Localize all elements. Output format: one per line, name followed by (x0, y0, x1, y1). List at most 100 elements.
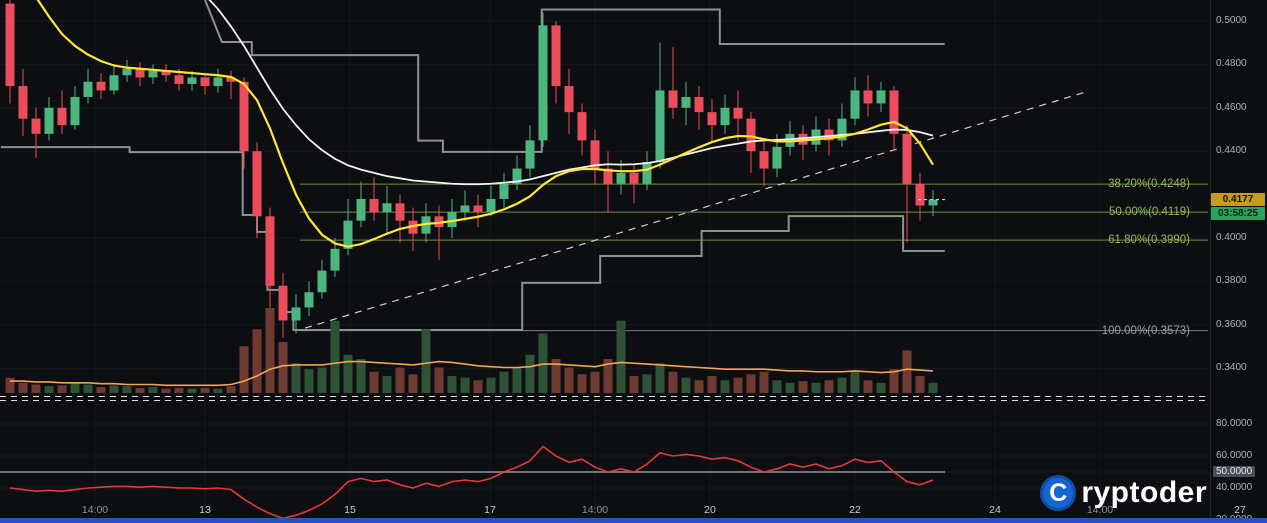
candle-body[interactable] (889, 90, 899, 134)
volume-bar[interactable] (148, 387, 158, 393)
candle-body[interactable] (486, 198, 496, 212)
volume-bar[interactable] (31, 384, 41, 394)
volume-bar[interactable] (18, 382, 28, 393)
volume-bar[interactable] (512, 367, 522, 394)
volume-bar[interactable] (538, 333, 548, 394)
candle-body[interactable] (551, 25, 561, 87)
volume-bar[interactable] (759, 371, 769, 393)
volume-bar[interactable] (603, 359, 613, 393)
candle-body[interactable] (44, 107, 54, 134)
candle-body[interactable] (499, 183, 509, 199)
volume-bar[interactable] (122, 386, 132, 393)
candle-body[interactable] (616, 172, 626, 184)
candle-body[interactable] (850, 90, 860, 119)
volume-bar[interactable] (668, 371, 678, 393)
volume-bar[interactable] (798, 381, 808, 393)
rsi-line[interactable] (9, 445, 934, 520)
candle-body[interactable] (668, 90, 678, 108)
volume-bar[interactable] (720, 380, 730, 393)
candle-body[interactable] (187, 77, 197, 84)
candle-body[interactable] (772, 146, 782, 169)
candle-body[interactable] (174, 75, 184, 84)
volume-bar[interactable] (343, 354, 353, 393)
volume-bar[interactable] (291, 363, 301, 393)
channel-lower-line[interactable] (0, 146, 945, 332)
candle-body[interactable] (369, 198, 379, 212)
volume-bar[interactable] (525, 354, 535, 393)
volume-bar[interactable] (96, 387, 106, 393)
volume-bar[interactable] (447, 376, 457, 393)
channel-upper-line[interactable] (203, 0, 945, 153)
volume-bar[interactable] (252, 329, 262, 393)
candle-body[interactable] (265, 216, 275, 286)
volume-bar[interactable] (356, 359, 366, 393)
candle-body[interactable] (681, 96, 691, 108)
volume-bar[interactable] (551, 359, 561, 393)
volume-bar[interactable] (915, 376, 925, 393)
volume-bar[interactable] (395, 367, 405, 394)
candle-body[interactable] (83, 81, 93, 97)
volume-bar[interactable] (460, 377, 470, 393)
volume-bar[interactable] (408, 374, 418, 393)
volume-bar[interactable] (330, 320, 340, 393)
volume-bar[interactable] (837, 377, 847, 393)
candle-body[interactable] (57, 107, 67, 126)
volume-bar[interactable] (265, 308, 275, 393)
candle-body[interactable] (902, 133, 912, 184)
candle-body[interactable] (707, 112, 717, 126)
candle-body[interactable] (291, 307, 301, 321)
volume-bar[interactable] (928, 382, 938, 393)
volume-bar[interactable] (733, 377, 743, 393)
price-axis[interactable] (1210, 0, 1267, 523)
candle-body[interactable] (564, 86, 574, 113)
volume-bar[interactable] (382, 376, 392, 393)
candle-body[interactable] (226, 77, 236, 82)
candle-body[interactable] (395, 203, 405, 221)
volume-bar[interactable] (200, 387, 210, 393)
candle-body[interactable] (629, 172, 639, 184)
candle-body[interactable] (720, 107, 730, 126)
candle-body[interactable] (343, 220, 353, 249)
candle-body[interactable] (109, 75, 119, 91)
volume-bar[interactable] (83, 384, 93, 394)
candle-body[interactable] (148, 70, 158, 78)
candle-body[interactable] (31, 118, 41, 134)
candle-body[interactable] (655, 90, 665, 163)
candle-body[interactable] (590, 140, 600, 169)
candle-body[interactable] (330, 248, 340, 271)
candle-body[interactable] (317, 270, 327, 293)
volume-bar[interactable] (473, 380, 483, 393)
volume-bar[interactable] (772, 380, 782, 393)
candle-body[interactable] (122, 68, 132, 76)
candle-body[interactable] (577, 112, 587, 141)
volume-bar[interactable] (811, 382, 821, 393)
candle-body[interactable] (525, 140, 535, 169)
volume-ma-line[interactable] (10, 360, 934, 387)
candle-body[interactable] (733, 107, 743, 119)
trendline[interactable] (304, 91, 1086, 329)
volume-bar[interactable] (135, 387, 145, 393)
candle-body[interactable] (876, 90, 886, 104)
white-ma-line[interactable] (10, 0, 934, 186)
candle-body[interactable] (694, 96, 704, 113)
volume-bar[interactable] (278, 342, 288, 393)
candle-body[interactable] (512, 168, 522, 184)
volume-bar[interactable] (785, 382, 795, 393)
volume-bar[interactable] (499, 371, 509, 393)
volume-bar[interactable] (304, 369, 314, 393)
volume-bar[interactable] (109, 385, 119, 393)
volume-bar[interactable] (863, 380, 873, 393)
volume-bar[interactable] (681, 377, 691, 393)
volume-bar[interactable] (486, 377, 496, 393)
volume-bar[interactable] (902, 350, 912, 394)
candle-body[interactable] (538, 25, 548, 141)
candle-body[interactable] (915, 183, 925, 206)
volume-bar[interactable] (161, 388, 171, 393)
candle-body[interactable] (135, 68, 145, 78)
volume-bar[interactable] (421, 329, 431, 393)
candle-body[interactable] (642, 162, 652, 184)
volume-bar[interactable] (850, 371, 860, 393)
volume-bar[interactable] (694, 380, 704, 393)
candle-body[interactable] (837, 118, 847, 141)
